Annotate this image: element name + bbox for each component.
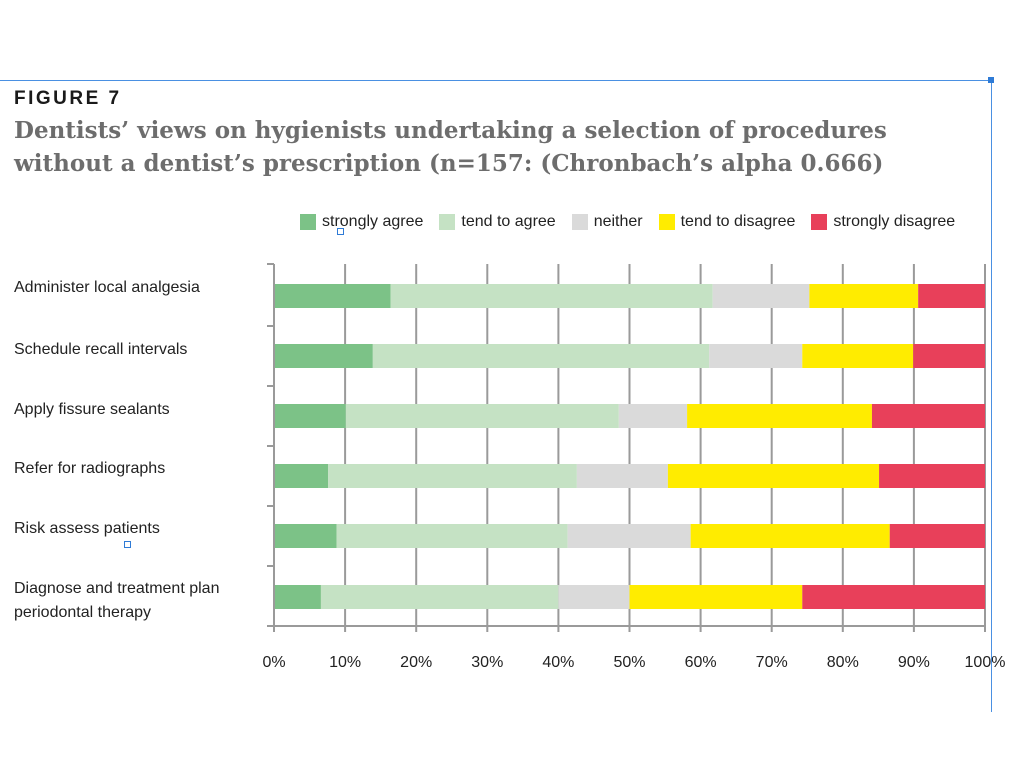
text-frame-handle[interactable] — [337, 228, 344, 235]
legend-swatch-tend-to-agree — [439, 214, 456, 230]
legend-label-tend-to-disagree: tend to disagree — [680, 213, 796, 230]
selection-guide-vertical — [991, 80, 992, 712]
selection-guide-horizontal — [0, 80, 992, 81]
x-tick-label: 30% — [471, 654, 503, 671]
bar-segment-strongly-disagree — [879, 464, 985, 488]
legend-swatch-strongly-agree — [300, 214, 316, 230]
category-label-diagnose-periodontal: Diagnose and treatment plan periodontal … — [14, 580, 220, 621]
x-tick-label: 10% — [329, 654, 361, 671]
bar-segment-strongly-disagree — [889, 524, 985, 548]
text-frame-handle[interactable] — [124, 541, 131, 548]
bar-segment-neither — [567, 524, 691, 548]
legend-swatch-strongly-disagree — [811, 214, 828, 230]
bar-segment-strongly-agree — [274, 524, 337, 548]
legend-swatch-tend-to-disagree — [658, 214, 675, 230]
x-tick-label: 40% — [542, 654, 574, 671]
bar-segment-neither — [558, 585, 630, 609]
bar-segment-tend-to-disagree — [629, 585, 803, 609]
chart-legend: strongly agree tend to agree neither ten… — [300, 208, 971, 236]
legend-label-tend-to-agree: tend to agree — [461, 213, 556, 230]
x-tick-label: 80% — [827, 654, 859, 671]
bar-segment-tend-to-disagree — [687, 404, 872, 428]
category-label-apply-fissure-sealants: Apply fissure sealants — [14, 401, 170, 418]
bar-segment-tend-to-disagree — [802, 344, 914, 368]
bar-segment-neither — [709, 344, 803, 368]
bar-segment-neither — [618, 404, 688, 428]
legend-item-strongly-disagree: strongly disagree — [811, 213, 955, 231]
bar-segment-tend-to-agree — [320, 585, 559, 609]
bar-segment-tend-to-agree — [328, 464, 577, 488]
bar-segment-tend-to-agree — [336, 524, 568, 548]
legend-item-strongly-agree: strongly agree — [300, 213, 423, 231]
bar-segment-strongly-disagree — [871, 404, 985, 428]
x-tick-label: 20% — [400, 654, 432, 671]
legend-label-strongly-agree: strongly agree — [322, 213, 424, 230]
selection-guide-corner-handle[interactable] — [988, 77, 994, 83]
legend-item-neither: neither — [571, 213, 643, 231]
figure-label: FIGURE 7 — [14, 88, 122, 109]
legend-swatch-neither — [571, 214, 588, 230]
x-tick-label: 100% — [965, 654, 1006, 671]
legend-label-strongly-disagree: strongly disagree — [833, 213, 956, 230]
bar-segment-strongly-agree — [274, 404, 346, 428]
bar-segment-strongly-agree — [274, 585, 321, 609]
x-tick-label: 70% — [756, 654, 788, 671]
bar-segment-tend-to-agree — [345, 404, 619, 428]
bar-segment-neither — [576, 464, 668, 488]
bar-segment-tend-to-disagree — [809, 284, 919, 308]
x-tick-label: 60% — [685, 654, 717, 671]
x-tick-label: 0% — [262, 654, 285, 671]
bar-segment-strongly-disagree — [913, 344, 985, 368]
legend-item-tend-to-agree: tend to agree — [439, 213, 556, 231]
bar-segment-tend-to-disagree — [667, 464, 880, 488]
bar-segment-tend-to-agree — [390, 284, 713, 308]
x-tick-label: 50% — [613, 654, 645, 671]
category-label-risk-assess-patients: Risk assess patients — [14, 520, 160, 537]
bar-segment-strongly-agree — [274, 284, 391, 308]
bar-segment-strongly-agree — [274, 464, 329, 488]
legend-item-tend-to-disagree: tend to disagree — [658, 213, 796, 231]
legend-label-neither: neither — [593, 213, 643, 230]
figure-title: Dentists’ views on hygienists undertakin… — [14, 117, 887, 177]
category-label-schedule-recall-intervals: Schedule recall intervals — [14, 341, 188, 358]
bar-segment-tend-to-disagree — [690, 524, 890, 548]
bar-segment-neither — [712, 284, 810, 308]
bar-segment-strongly-disagree — [918, 284, 985, 308]
category-label-administer-local-analgesia: Administer local analgesia — [14, 279, 200, 296]
x-tick-label: 90% — [898, 654, 930, 671]
bar-segment-strongly-disagree — [802, 585, 985, 609]
bar-segment-strongly-agree — [274, 344, 373, 368]
category-label-refer-for-radiographs: Refer for radiographs — [14, 460, 166, 477]
bar-segment-tend-to-agree — [372, 344, 710, 368]
